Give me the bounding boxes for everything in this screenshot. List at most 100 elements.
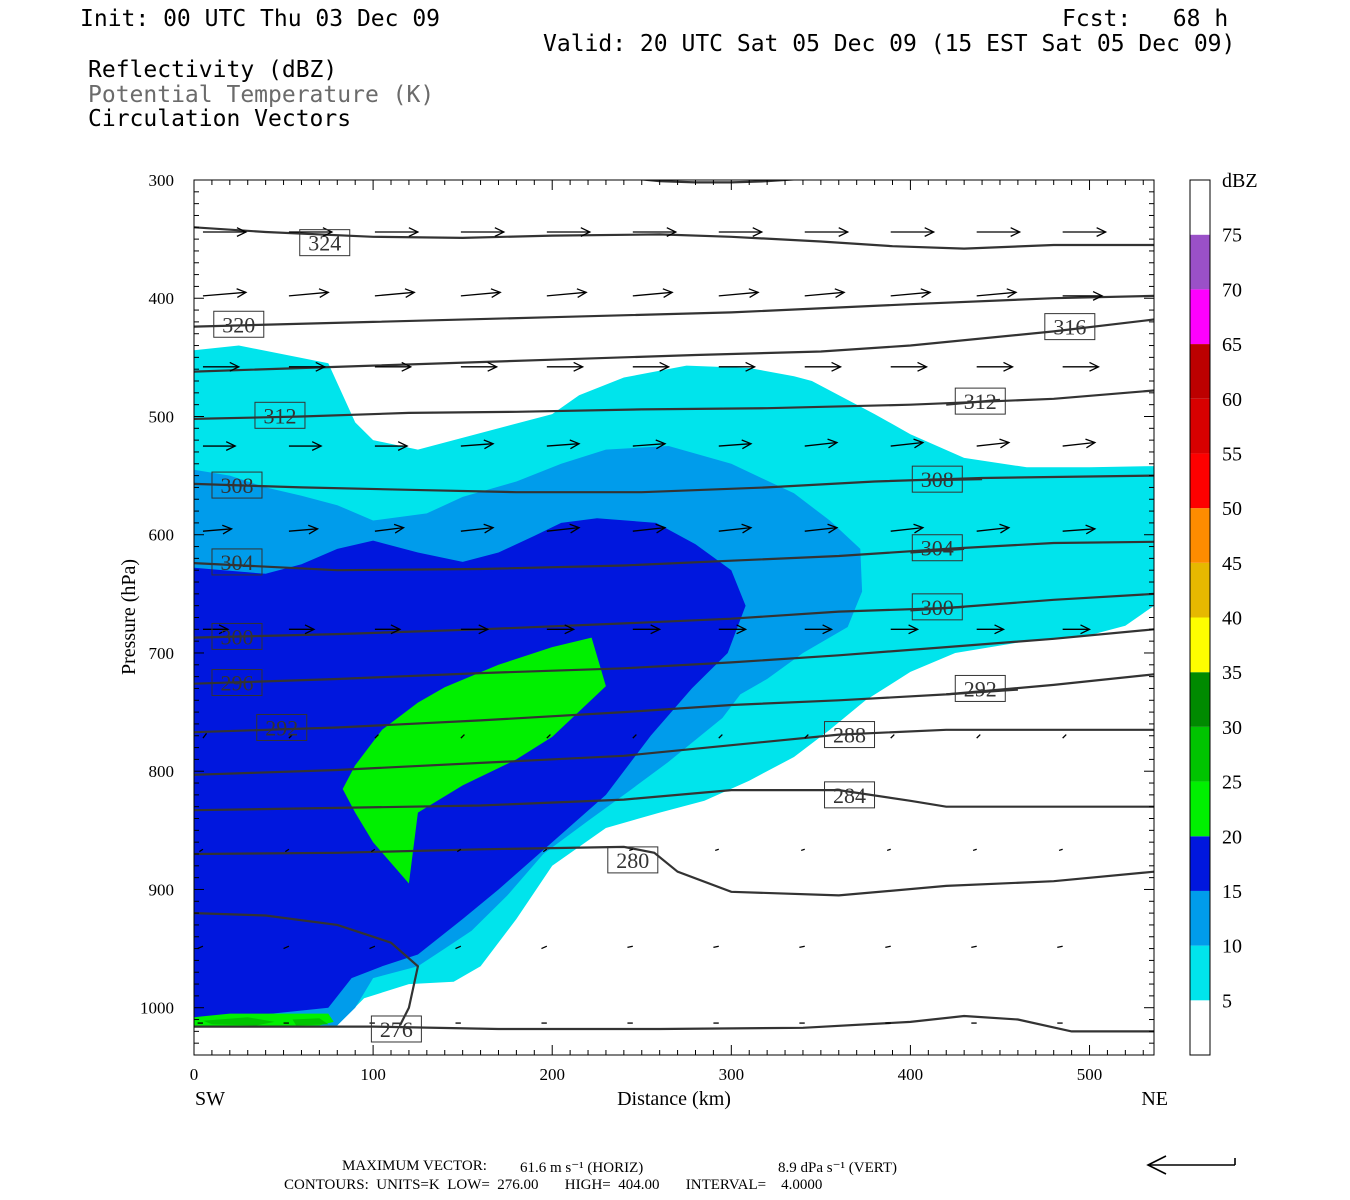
circulation-vector [890, 624, 920, 635]
field-reflectivity: Reflectivity (dBZ) [88, 57, 338, 83]
colorbar-label: 55 [1222, 443, 1242, 465]
circulation-vector [546, 361, 585, 372]
circulation-vector [804, 624, 834, 635]
theta-label-320: 320 [222, 312, 255, 337]
colorbar-swatch [1190, 781, 1210, 837]
x-tick-label: 300 [719, 1065, 745, 1084]
colorbar-swatch [1190, 234, 1210, 290]
colorbar-swatch [1190, 453, 1210, 509]
x-axis-label: Distance (km) [617, 1088, 731, 1110]
theta-label-300: 300 [921, 595, 954, 620]
circulation-vector [456, 848, 462, 853]
colorbar-swatch [1190, 180, 1210, 235]
circulation-vector [976, 734, 981, 739]
circulation-vector [199, 848, 204, 853]
colorbar-label: 5 [1222, 990, 1232, 1012]
colorbar-label: 15 [1222, 881, 1242, 903]
circulation-vector [714, 848, 719, 852]
circulation-vector [546, 227, 592, 237]
circulation-vector [374, 227, 420, 237]
circulation-vector [284, 848, 290, 853]
circulation-vector [713, 945, 719, 949]
colorbar-swatch [1190, 672, 1210, 727]
circulation-vector [976, 438, 1011, 449]
theta-contour-292-14 [946, 688, 1018, 696]
circulation-vector [804, 227, 850, 237]
circulation-vector [976, 523, 1011, 534]
theta-label-304: 304 [220, 550, 253, 575]
y-tick-label: 500 [149, 407, 175, 426]
circulation-vector [460, 288, 502, 299]
theta-label-box-292 [256, 713, 308, 741]
circulation-vector [718, 624, 748, 635]
theta-label-296: 296 [220, 671, 253, 696]
circulation-vector [627, 945, 633, 949]
field-potential-temperature: Potential Temperature (K) [88, 82, 435, 108]
x-tick-label: 200 [539, 1065, 565, 1084]
circulation-vector [288, 734, 293, 739]
circulation-vector [1062, 438, 1097, 449]
circulation-vector [460, 523, 495, 534]
circulation-vector [546, 523, 581, 534]
circulation-vector [718, 227, 764, 237]
theta-contour-312-4 [194, 389, 1154, 420]
theta-contour-292-13 [194, 673, 1154, 734]
circulation-vector [976, 288, 1018, 299]
circulation-vector [890, 523, 925, 534]
colorbar-label: 65 [1222, 334, 1242, 356]
circulation-vector [541, 945, 548, 950]
circulation-vector [288, 361, 327, 372]
colorbar-label: 75 [1222, 225, 1242, 247]
circulation-vector [460, 227, 506, 237]
circulation-vector [971, 945, 977, 949]
circulation-vector [632, 523, 667, 534]
theta-label-308: 308 [921, 467, 954, 492]
theta-label-box-296 [211, 669, 263, 697]
theta-label-box-284 [824, 781, 876, 809]
circulation-vector [972, 848, 977, 852]
theta-label-box-300 [211, 622, 263, 650]
circulation-vector [288, 524, 320, 535]
colorbar-swatch [1190, 344, 1210, 399]
circulation-vector [632, 734, 637, 739]
circulation-vector [886, 848, 891, 852]
theta-contour-300-10 [194, 592, 1154, 639]
theta-label-box-312 [954, 387, 1006, 415]
colorbar-swatch [1190, 890, 1210, 946]
colorbar-label: 60 [1222, 389, 1242, 411]
reflectivity-20-region-3 [342, 637, 606, 884]
circulation-vector [718, 361, 757, 372]
circulation-vector [1062, 227, 1108, 237]
circulation-vector [374, 734, 379, 739]
circulation-vector [546, 288, 588, 299]
theta-label-316: 316 [1053, 315, 1086, 340]
colorbar-swatch [1190, 1000, 1210, 1055]
theta-label-box-308 [911, 465, 963, 493]
circulation-vector [374, 288, 416, 299]
circulation-vector [288, 227, 334, 237]
x-tick-label: 400 [898, 1065, 924, 1084]
circulation-vector [460, 439, 495, 450]
colorbar-swatch [1190, 726, 1210, 782]
y-axis-label: Pressure (hPa) [118, 559, 140, 675]
circulation-vector [890, 361, 929, 372]
circulation-vector [370, 848, 376, 853]
forecast-hour: Fcst: 68 h [1062, 6, 1229, 32]
colorbar-label: 35 [1222, 662, 1242, 684]
circulation-vector [202, 361, 241, 372]
theta-label-312: 312 [964, 389, 997, 414]
valid-time: Valid: 20 UTC Sat 05 Dec 09 (15 EST Sat … [543, 31, 1236, 57]
y-tick-label: 800 [149, 762, 175, 781]
circulation-vector [288, 441, 323, 451]
theta-contour-300-11 [910, 605, 965, 612]
circulation-vector [283, 945, 290, 950]
colorbar-label: 20 [1222, 826, 1242, 848]
circulation-vector [629, 848, 634, 852]
circulation-vector [1062, 624, 1092, 635]
circulation-vector [288, 288, 330, 299]
x-tick-label: 100 [360, 1065, 386, 1084]
theta-label-box-304 [911, 534, 963, 562]
theta-label-box-320 [213, 310, 265, 338]
circulation-vector [202, 227, 248, 237]
